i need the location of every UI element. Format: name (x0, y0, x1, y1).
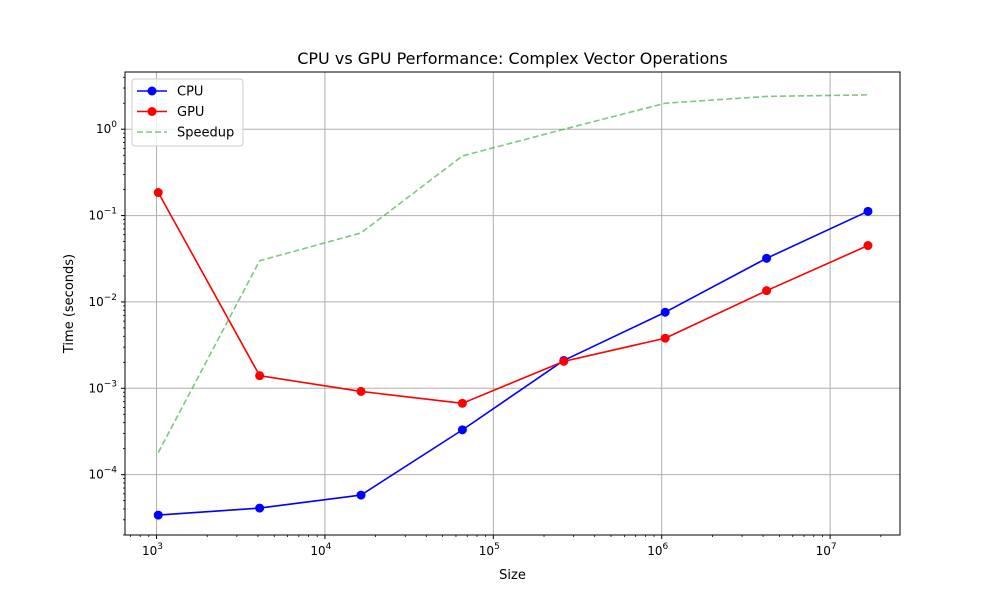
cpu-data-point (153, 510, 163, 520)
gpu-data-point (153, 188, 163, 198)
plot-area-frame (124, 71, 901, 536)
x-tick-base: 10 (647, 544, 662, 558)
y-tick-exponent: −3 (104, 379, 117, 389)
gpu-data-point (762, 286, 772, 296)
x-tick-base: 10 (310, 544, 325, 558)
x-tick-label: 107 (816, 542, 837, 558)
legend-box (131, 78, 244, 147)
cpu-series-line (158, 210, 869, 516)
x-tick-label: 104 (310, 542, 331, 558)
x-tick-label: 105 (479, 542, 500, 558)
cpu-legend-marker (147, 86, 157, 96)
gpu-series-line (157, 192, 869, 405)
x-tick-base: 10 (816, 544, 831, 558)
x-tick-exponent: 7 (831, 542, 837, 552)
gpu-data-point (863, 241, 873, 251)
cpu-data-point (255, 503, 265, 513)
x-axis-title: Size (499, 568, 526, 583)
chart-title: CPU vs GPU Performance: Complex Vector O… (297, 49, 728, 68)
gpu-legend-marker (147, 107, 157, 116)
x-tick-label: 106 (647, 542, 668, 558)
gpu-data-point (660, 333, 670, 343)
y-tick-base: 10 (88, 209, 103, 223)
x-tick-label: 103 (142, 542, 163, 558)
series-layer (153, 94, 873, 520)
y-tick-base: 10 (88, 295, 103, 309)
x-tick-exponent: 6 (662, 542, 668, 552)
y-tick-label: 10−4 (88, 466, 117, 482)
cpu-legend-label: CPU (177, 85, 203, 100)
legend: CPU GPU Speedup (131, 78, 244, 147)
cpu-data-point (457, 425, 467, 435)
gpu-data-point (559, 356, 569, 366)
speedup-series-line (157, 94, 868, 453)
grid (125, 72, 900, 535)
y-axis-title: Time (seconds) (62, 254, 77, 354)
gpu-legend-label: GPU (177, 105, 204, 120)
y-tick-label: 10−3 (88, 379, 117, 395)
y-tick-base: 10 (96, 122, 111, 136)
cpu-data-point (762, 253, 772, 263)
y-tick-label: 10−1 (88, 207, 117, 223)
y-tick-label: 100 (96, 120, 117, 136)
cpu-data-point (660, 307, 670, 317)
y-tick-exponent: −1 (104, 207, 117, 217)
y-tick-base: 10 (88, 468, 103, 482)
y-tick-exponent: −4 (104, 466, 118, 476)
cpu-data-point (356, 490, 366, 500)
gpu-data-point (457, 398, 467, 408)
x-tick-exponent: 5 (494, 542, 500, 552)
gpu-data-point (356, 386, 366, 396)
gpu-data-point (255, 371, 265, 381)
x-tick-base: 10 (479, 544, 494, 558)
x-tick-exponent: 3 (157, 542, 163, 552)
x-tick-exponent: 4 (326, 542, 332, 552)
y-tick-exponent: −2 (104, 293, 117, 303)
y-tick-label: 10−2 (88, 293, 117, 309)
y-tick-exponent: 0 (111, 120, 117, 130)
speedup-legend-label: Speedup (177, 126, 234, 141)
cpu-data-point (863, 206, 873, 216)
x-tick-base: 10 (142, 544, 157, 558)
y-tick-base: 10 (88, 381, 103, 395)
